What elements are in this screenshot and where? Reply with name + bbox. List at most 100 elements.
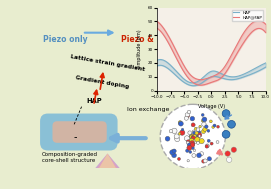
Circle shape — [197, 133, 202, 137]
Circle shape — [207, 139, 210, 142]
Circle shape — [192, 130, 195, 132]
HAP — [160, 59, 164, 61]
HAP@FAP — [264, 23, 267, 25]
Circle shape — [189, 134, 194, 138]
HAP@FAP — [260, 20, 263, 22]
Text: Gradient doping: Gradient doping — [75, 76, 129, 90]
Circle shape — [190, 143, 195, 147]
Circle shape — [201, 119, 204, 122]
Circle shape — [186, 115, 189, 118]
Text: Piezo only: Piezo only — [43, 35, 88, 44]
Circle shape — [210, 142, 213, 145]
HAP — [260, 64, 263, 66]
Circle shape — [191, 136, 195, 139]
Circle shape — [170, 150, 175, 155]
Circle shape — [195, 137, 200, 142]
Circle shape — [197, 131, 201, 134]
Circle shape — [196, 128, 200, 131]
HAP — [159, 58, 162, 61]
Wedge shape — [50, 154, 165, 189]
HAP@FAP — [156, 20, 159, 22]
Circle shape — [203, 127, 207, 131]
Circle shape — [191, 135, 195, 139]
FancyBboxPatch shape — [53, 121, 107, 143]
Circle shape — [190, 134, 195, 139]
Circle shape — [199, 139, 204, 144]
Circle shape — [178, 132, 181, 135]
Circle shape — [205, 145, 208, 148]
Circle shape — [180, 130, 185, 135]
Circle shape — [207, 129, 210, 132]
Circle shape — [172, 149, 176, 153]
Line: HAP@FAP: HAP@FAP — [157, 21, 266, 80]
Circle shape — [209, 120, 212, 123]
Circle shape — [202, 122, 206, 126]
Circle shape — [186, 149, 189, 152]
Circle shape — [193, 139, 197, 143]
Circle shape — [217, 125, 220, 128]
Circle shape — [216, 141, 219, 143]
Circle shape — [165, 136, 170, 141]
Text: Composition-graded
core-shell structure: Composition-graded core-shell structure — [42, 152, 98, 163]
Circle shape — [189, 141, 195, 146]
FancyBboxPatch shape — [33, 22, 245, 169]
HAP — [176, 72, 179, 74]
Circle shape — [187, 160, 189, 162]
Circle shape — [195, 131, 198, 135]
Legend: HAP, HAP@FAP: HAP, HAP@FAP — [231, 10, 263, 21]
Circle shape — [186, 141, 189, 144]
Circle shape — [196, 141, 199, 144]
Circle shape — [181, 128, 184, 131]
Circle shape — [160, 104, 225, 169]
Circle shape — [227, 157, 232, 162]
Circle shape — [201, 114, 204, 116]
HAP@FAP — [257, 19, 260, 22]
HAP — [264, 62, 267, 64]
Text: Piezo & Flexo: Piezo & Flexo — [121, 35, 179, 44]
HAP@FAP — [162, 27, 165, 30]
Circle shape — [190, 116, 195, 121]
Circle shape — [191, 146, 194, 149]
Circle shape — [178, 121, 183, 126]
Circle shape — [193, 135, 196, 138]
Circle shape — [184, 136, 189, 141]
Circle shape — [174, 134, 179, 139]
Circle shape — [191, 123, 195, 127]
Y-axis label: Amplitude (pm): Amplitude (pm) — [137, 30, 142, 68]
HAP — [191, 82, 194, 84]
Circle shape — [199, 125, 201, 128]
Circle shape — [197, 153, 201, 158]
HAP@FAP — [176, 52, 179, 54]
Circle shape — [187, 110, 191, 114]
Circle shape — [222, 130, 230, 138]
Circle shape — [198, 135, 201, 137]
HAP — [156, 59, 159, 61]
Circle shape — [189, 138, 194, 144]
Wedge shape — [78, 154, 137, 189]
HAP@FAP — [160, 24, 163, 27]
Circle shape — [185, 113, 189, 117]
HAP — [163, 59, 166, 62]
Circle shape — [178, 157, 180, 160]
Circle shape — [186, 140, 190, 143]
Circle shape — [178, 121, 182, 124]
Circle shape — [193, 149, 196, 152]
Circle shape — [225, 151, 230, 156]
Circle shape — [200, 152, 204, 156]
Circle shape — [191, 136, 196, 141]
HAP — [256, 66, 259, 68]
Circle shape — [205, 125, 208, 128]
Circle shape — [201, 129, 206, 133]
Circle shape — [187, 143, 191, 147]
Circle shape — [172, 153, 176, 158]
HAP@FAP — [199, 78, 202, 81]
Wedge shape — [65, 154, 150, 189]
Circle shape — [191, 137, 195, 141]
Circle shape — [193, 135, 198, 140]
X-axis label: Voltage (V): Voltage (V) — [198, 105, 225, 109]
Circle shape — [175, 136, 180, 142]
Circle shape — [192, 154, 196, 157]
FancyBboxPatch shape — [40, 114, 118, 150]
Circle shape — [189, 151, 192, 153]
HAP@FAP — [255, 20, 259, 22]
